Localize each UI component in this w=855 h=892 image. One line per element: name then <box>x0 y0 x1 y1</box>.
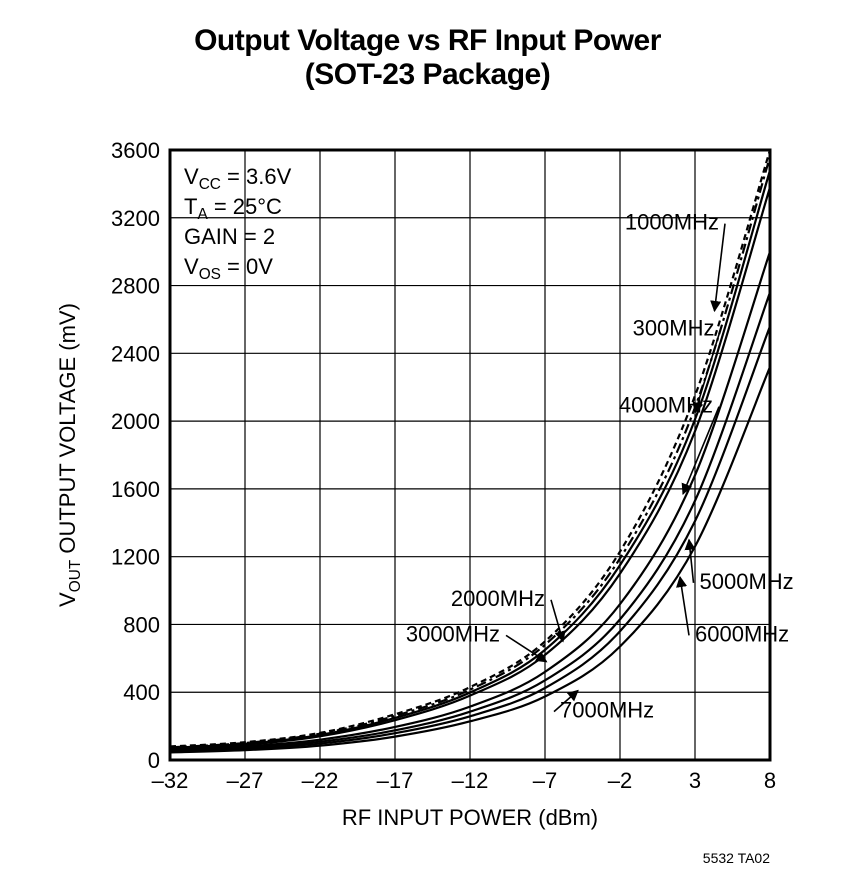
xtick-label: –7 <box>533 768 557 793</box>
condition-line: TA = 25°C <box>184 194 282 223</box>
ytick-label: 2800 <box>111 274 160 299</box>
xtick-label: –12 <box>452 768 489 793</box>
label-arrow <box>506 635 547 661</box>
series-label-6000MHz: 6000MHz <box>695 621 789 646</box>
xtick-label: –27 <box>227 768 264 793</box>
series-label-5000MHz: 5000MHz <box>700 569 794 594</box>
condition-line: GAIN = 2 <box>184 224 275 249</box>
ytick-label: 3600 <box>111 138 160 163</box>
condition-line: VOS = 0V <box>184 254 273 283</box>
series-label-1000MHz: 1000MHz <box>625 210 719 235</box>
label-arrow <box>551 600 563 642</box>
xtick-label: 3 <box>689 768 701 793</box>
chart-plot: –32–27–22–17–12–7–2380400800120016002000… <box>0 0 855 892</box>
series-label-7000MHz: 7000MHz <box>560 698 654 723</box>
label-arrow <box>680 577 689 635</box>
x-axis-label: RF INPUT POWER (dBm) <box>342 805 598 830</box>
figure-id: 5532 TA02 <box>703 850 770 866</box>
xtick-label: –22 <box>302 768 339 793</box>
series-label-4000MHz: 4000MHz <box>619 393 713 418</box>
ytick-label: 800 <box>123 612 160 637</box>
label-arrow <box>689 540 694 583</box>
series-label-2000MHz: 2000MHz <box>451 586 545 611</box>
label-arrow <box>715 224 726 311</box>
ytick-label: 400 <box>123 680 160 705</box>
series-label-3000MHz: 3000MHz <box>406 621 500 646</box>
xtick-label: 8 <box>764 768 776 793</box>
ytick-label: 2000 <box>111 409 160 434</box>
ytick-label: 0 <box>148 748 160 773</box>
ytick-label: 1200 <box>111 545 160 570</box>
condition-line: VCC = 3.6V <box>184 164 292 193</box>
ytick-label: 3200 <box>111 206 160 231</box>
xtick-label: –17 <box>377 768 414 793</box>
series-label-300MHz: 300MHz <box>633 316 715 341</box>
y-axis-label: VOUT OUTPUT VOLTAGE (mV) <box>55 303 84 607</box>
xtick-label: –2 <box>608 768 632 793</box>
ytick-label: 1600 <box>111 477 160 502</box>
ytick-label: 2400 <box>111 341 160 366</box>
